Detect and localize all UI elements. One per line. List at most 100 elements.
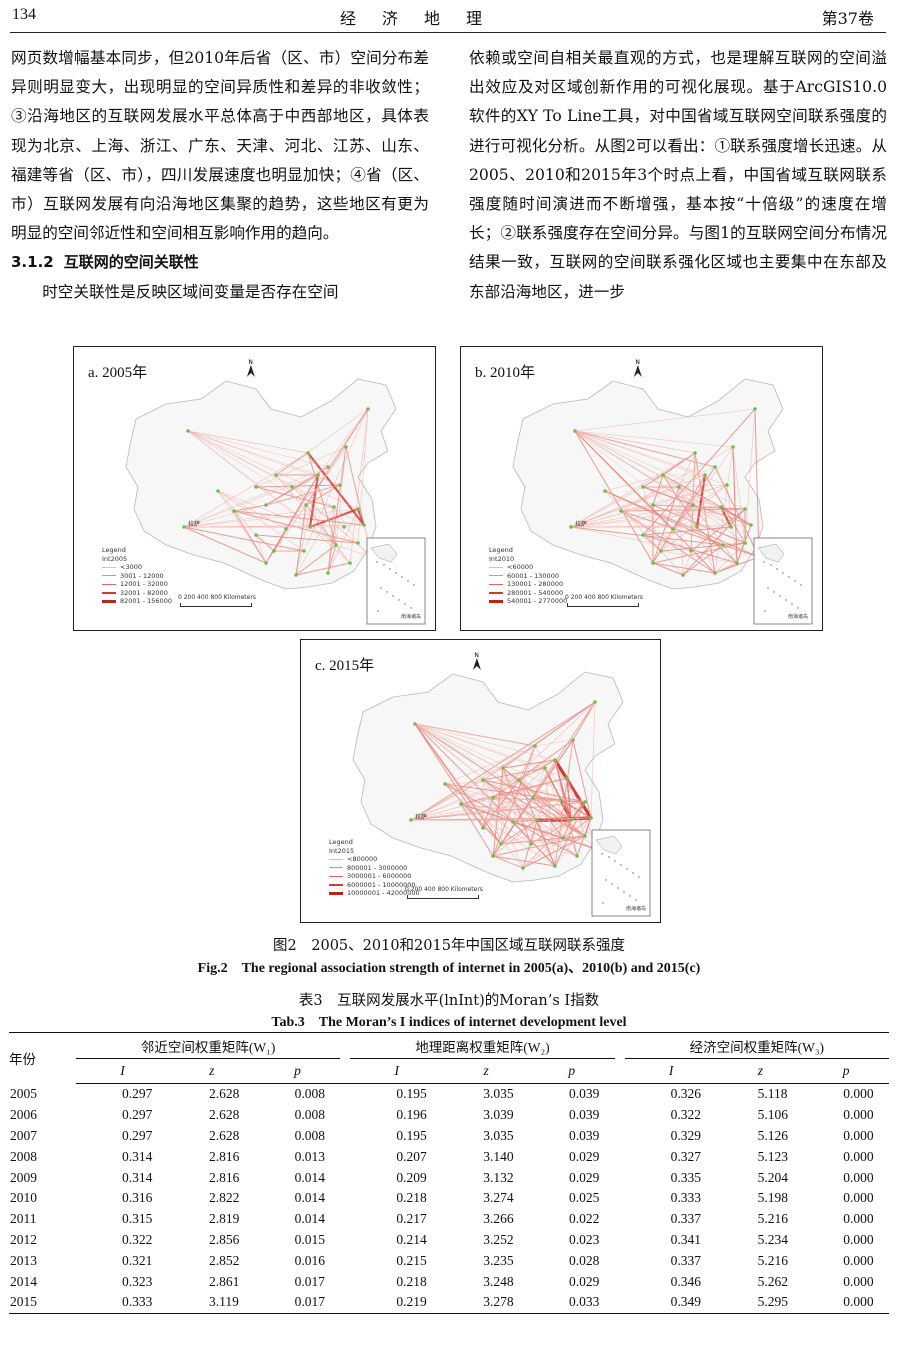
flow-line xyxy=(183,526,305,552)
section-number: 3.1.2 xyxy=(11,253,54,272)
flow-line xyxy=(696,526,738,564)
flow-line xyxy=(662,452,696,476)
value-cell: 0.000 xyxy=(843,1273,874,1289)
value-cell: 2.819 xyxy=(208,1211,240,1227)
province-node xyxy=(593,700,597,704)
flow-line xyxy=(275,474,351,564)
flow-line xyxy=(652,504,746,544)
province-node xyxy=(511,820,515,824)
value-cell: 0.215 xyxy=(396,1252,427,1268)
flow-line xyxy=(572,739,592,819)
legend-item: 10000001 - 42000000 xyxy=(329,889,420,898)
flow-line xyxy=(714,542,746,574)
flow-line xyxy=(414,723,514,823)
map-legend: Legend Int2005 <3000 3001 - 12000 12001 - 32… xyxy=(102,546,172,606)
value-cell: 0.297 xyxy=(122,1127,153,1143)
map-graphic: N xyxy=(125,359,426,625)
value-cell: 0.218 xyxy=(396,1273,427,1289)
journal-title: 经济地理 xyxy=(340,9,509,28)
flow-line xyxy=(410,797,534,821)
value-cell: 5.198 xyxy=(757,1190,788,1206)
province-node xyxy=(735,561,739,565)
flow-line xyxy=(285,408,369,530)
province-node xyxy=(695,525,699,529)
flow-line xyxy=(492,767,504,857)
value-cell: 0.014 xyxy=(294,1169,326,1185)
subheader-z-w1: z xyxy=(168,1058,255,1084)
province-node xyxy=(274,473,278,477)
province-node xyxy=(529,842,533,846)
value-cell: 3.035 xyxy=(483,1127,514,1143)
legend-class-label: 82001 - 156000 xyxy=(120,597,172,605)
inset-caption: 南海诸岛 xyxy=(400,614,421,620)
flow-line xyxy=(414,723,546,769)
province-node xyxy=(254,485,258,489)
flow-line xyxy=(530,801,586,845)
flow-line xyxy=(652,562,684,576)
legend-item: 12001 - 32000 xyxy=(102,580,172,589)
legend-item: 540001 - 2770000 xyxy=(489,597,567,606)
legend-field: Int2015 xyxy=(329,846,355,855)
value-cell: 5.216 xyxy=(757,1211,788,1227)
group-header-w1: 邻近空间权重矩阵(W₁) xyxy=(76,1032,341,1059)
value-cell: 2.816 xyxy=(208,1169,240,1185)
page-header: 134 经济地理 第37卷 xyxy=(10,0,886,33)
flow-line xyxy=(327,544,337,574)
flow-line xyxy=(187,430,341,486)
flow-line xyxy=(574,430,698,528)
flow-line xyxy=(327,508,359,574)
value-cell: 0.015 xyxy=(294,1231,326,1247)
province-node xyxy=(326,571,330,575)
province-node xyxy=(561,836,565,840)
flow-line xyxy=(492,855,556,867)
flow-line xyxy=(414,723,538,821)
province-node xyxy=(743,507,747,511)
flow-line xyxy=(570,526,692,552)
value-cell: 0.335 xyxy=(670,1169,701,1185)
province-node xyxy=(719,505,723,509)
province-node xyxy=(641,533,645,537)
flow-line xyxy=(678,452,696,488)
table-row: 2010 0.316 2.822 0.014 0.218 3.274 0.025 0.333 5… xyxy=(9,1188,889,1209)
legend-item: 32001 - 82000 xyxy=(102,589,172,598)
flow-line xyxy=(502,767,534,799)
value-cell: 0.008 xyxy=(294,1107,326,1123)
subheader-p-w2: p xyxy=(528,1058,615,1084)
value-cell: 3.132 xyxy=(483,1169,514,1185)
flow-line xyxy=(307,452,365,526)
province-node xyxy=(689,549,693,553)
flow-line xyxy=(574,430,728,486)
flow-line xyxy=(414,723,568,779)
flow-line xyxy=(512,745,536,823)
flow-line xyxy=(732,446,746,544)
subheader-i-w1: I xyxy=(76,1058,169,1084)
value-cell: 3.274 xyxy=(483,1190,514,1206)
flow-line xyxy=(744,408,756,544)
value-cell: 0.000 xyxy=(843,1231,874,1247)
left-column: 网页数增幅基本同步，但2010年后省（区、市）空间分布差异则明显变大，出现明显的… xyxy=(11,44,429,307)
flow-line xyxy=(414,723,586,837)
group-header-w3: 经济空间权重矩阵(W₃) xyxy=(624,1032,889,1059)
province-node xyxy=(553,758,557,762)
value-cell: 0.008 xyxy=(294,1127,326,1143)
value-cell: 0.314 xyxy=(122,1148,153,1164)
province-node xyxy=(553,864,557,868)
province-node xyxy=(459,802,463,806)
flow-line xyxy=(554,739,574,867)
legend-swatch xyxy=(102,583,116,585)
table-row: 2005 0.297 2.628 0.008 0.195 3.035 0.039 0.326 5… xyxy=(9,1084,889,1105)
table-row: 2014 0.323 2.861 0.017 0.218 3.248 0.029 0.346 5… xyxy=(9,1271,889,1292)
flow-line xyxy=(570,484,728,528)
value-cell: 0.209 xyxy=(396,1169,427,1185)
flow-line xyxy=(692,504,738,564)
flow-line xyxy=(410,767,546,821)
flow-line xyxy=(642,408,756,536)
table-row: 2012 0.322 2.856 0.015 0.214 3.252 0.023 0.341 5… xyxy=(9,1230,889,1251)
legend-title: Legend xyxy=(489,546,513,554)
map-legend: Legend Int2010 <60000 60001 - 130000 130001 … xyxy=(489,546,567,606)
flow-line xyxy=(530,759,556,845)
map-label: b. 2010年 xyxy=(475,365,536,381)
flow-line xyxy=(187,430,311,528)
map-label: a. 2005年 xyxy=(88,365,148,381)
flow-line xyxy=(317,408,369,476)
